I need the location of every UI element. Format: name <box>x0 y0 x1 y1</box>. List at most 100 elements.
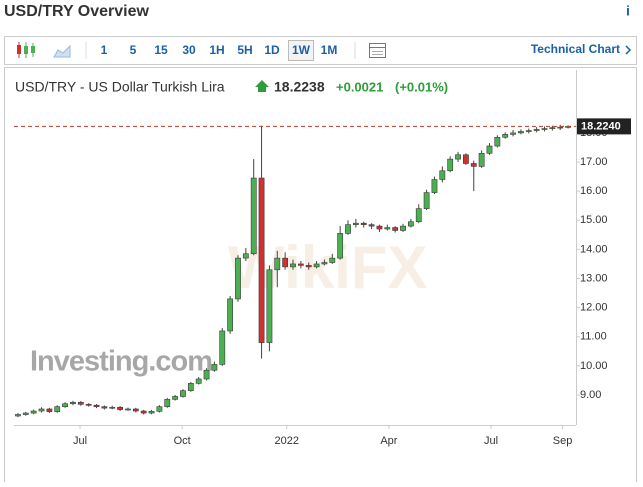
last-price-label: 18.2240 <box>581 120 621 132</box>
candle-body <box>384 227 391 230</box>
candle-body <box>62 403 68 407</box>
y-tick-label: 10.00 <box>580 360 608 372</box>
chart-frame <box>4 67 637 487</box>
up-arrow <box>255 80 269 92</box>
x-tick-label: 2022 <box>274 435 298 447</box>
candle-body <box>557 126 564 129</box>
candle-body <box>54 406 61 412</box>
settings-icon[interactable] <box>369 43 386 58</box>
candle-body <box>321 262 328 265</box>
candle-body <box>242 253 249 259</box>
info-icon[interactable]: i <box>626 3 630 19</box>
candle-body <box>368 224 375 227</box>
candle-body <box>274 257 281 271</box>
candle-body <box>549 127 556 129</box>
interval-button[interactable]: 1W <box>292 43 311 57</box>
interval-button[interactable]: 30 <box>182 43 196 57</box>
candle-body <box>337 233 344 259</box>
candle-body <box>195 378 202 384</box>
candle-icon[interactable] <box>17 42 35 58</box>
candle-body <box>345 224 351 234</box>
interval-button[interactable]: 15 <box>154 43 168 57</box>
candle-body <box>470 163 477 167</box>
candle-body <box>180 390 186 397</box>
candle-body <box>423 192 430 209</box>
candle-body <box>400 225 406 231</box>
interval-button[interactable]: 1M <box>321 43 338 57</box>
candle-body <box>235 257 241 300</box>
chevron <box>625 45 632 55</box>
candle-body <box>360 222 367 225</box>
widget-title: USD/TRY Overview <box>4 3 150 20</box>
candle-body <box>463 154 469 164</box>
candle-body <box>313 263 320 268</box>
candle-body <box>38 408 45 412</box>
candle-body <box>494 136 501 147</box>
price-change-percent: (+0.01%) <box>395 79 448 94</box>
candle-body <box>407 221 414 227</box>
candle-body <box>22 412 29 415</box>
candle-body <box>15 414 21 417</box>
candle-body <box>140 410 147 414</box>
candle-body <box>172 396 179 400</box>
candle-body <box>101 406 108 409</box>
candle-body <box>164 399 171 407</box>
active-interval-box <box>288 40 314 61</box>
candle-body <box>258 177 265 343</box>
candle-body <box>431 179 438 193</box>
candle-body <box>478 152 485 167</box>
candle-body <box>211 364 218 371</box>
interval-button[interactable]: 5H <box>237 43 252 57</box>
candle-body <box>132 408 139 412</box>
y-tick-label: 15.00 <box>580 214 608 226</box>
candle-body <box>30 410 37 414</box>
last-price: 18.2238 <box>274 79 325 95</box>
candle-body <box>510 132 516 135</box>
interval-button[interactable]: 1D <box>264 43 280 57</box>
candle-body <box>282 257 289 268</box>
candle-body <box>305 265 312 268</box>
candle-body <box>117 406 123 410</box>
candle-body <box>297 263 304 266</box>
x-tick-label: Jul <box>484 435 498 447</box>
candle-body <box>533 129 540 131</box>
candle-body <box>415 208 422 223</box>
candle-body <box>70 401 76 405</box>
candle-body <box>93 404 100 407</box>
candle-body <box>352 222 359 225</box>
x-tick-label: Sep <box>553 435 573 447</box>
watermark: WikiFX <box>228 234 427 301</box>
candle-body <box>46 408 53 412</box>
watermark: Investing.com <box>30 346 212 378</box>
candle-body <box>148 411 155 414</box>
instrument-name: USD/TRY - US Dollar Turkish Lira <box>15 79 225 95</box>
interval-button[interactable]: 1H <box>209 43 224 57</box>
x-tick-label: Apr <box>380 435 397 447</box>
candle-body <box>77 401 84 405</box>
candle-body <box>502 134 509 138</box>
candle-body <box>392 227 399 231</box>
y-tick-label: 9.00 <box>580 389 601 401</box>
interval-button[interactable]: 5 <box>130 43 137 57</box>
candle-body <box>109 406 116 409</box>
candle-body <box>156 406 163 412</box>
candle-body <box>219 330 226 365</box>
interval-buttons: 1 5 15 30 1H 5H 1D 1W 1M <box>101 40 338 61</box>
line-chart-icon[interactable] <box>53 44 71 58</box>
candle-body <box>525 130 532 132</box>
interval-button[interactable]: 1 <box>101 43 108 57</box>
y-tick-label: 12.00 <box>580 302 608 314</box>
technical-chart-link[interactable]: Technical Chart <box>531 42 620 56</box>
candle-body <box>187 383 194 391</box>
y-tick-label: 11.00 <box>580 331 607 343</box>
x-tick-label: Oct <box>174 435 191 447</box>
candle-body <box>85 404 92 406</box>
candle-body <box>439 170 446 180</box>
candle-body <box>541 128 548 130</box>
candle-body <box>447 158 454 172</box>
plot-area: Investing.com WikiFX 9.00 10.00 11.00 12.00… <box>14 70 631 447</box>
candle-body <box>266 269 273 343</box>
candle-body <box>518 131 524 134</box>
